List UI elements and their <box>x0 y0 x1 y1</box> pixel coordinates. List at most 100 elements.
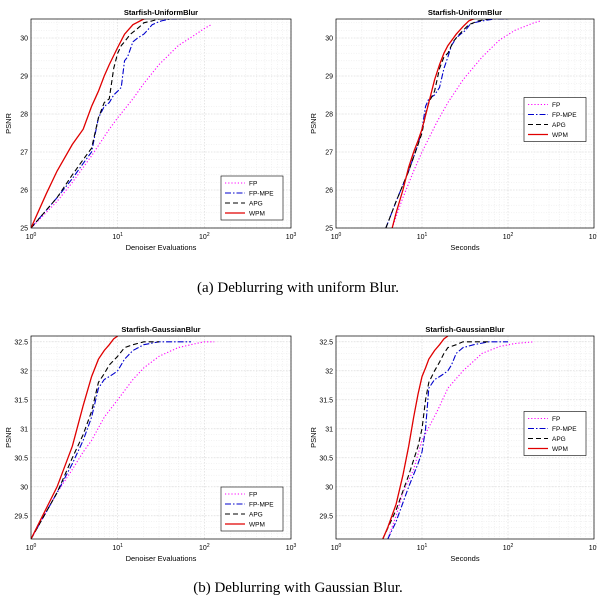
legend-label-wpm: WPM <box>249 211 265 218</box>
series-line-wpm <box>31 19 147 228</box>
y-tick-label: 26 <box>20 188 28 195</box>
chart-uniform-blur-seconds: 100 101 102 103 25 26 27 28 29 30 Starfish-Uniform… <box>309 8 597 252</box>
y-tick-label: 25 <box>325 226 333 233</box>
series-line-apg <box>385 19 493 228</box>
x-axis-label: Seconds <box>450 243 479 252</box>
y-axis-label: PSNR <box>309 113 318 134</box>
y-axis-label: PSNR <box>4 113 13 134</box>
axes-frame <box>335 18 595 229</box>
x-tick-label: 101 <box>417 232 428 241</box>
y-tick-label: 31 <box>325 426 333 433</box>
x-axis-label: Denoiser Evaluations <box>126 554 197 563</box>
x-tick-label: 101 <box>417 543 428 552</box>
legend-label-fp: FP <box>552 102 560 109</box>
axes-frame <box>30 335 292 540</box>
chart-uniform-blur-evaluations: 100 101 102 103 25 26 27 28 29 30 Starfish-Uniform… <box>4 8 297 252</box>
legend-label-wpm: WPM <box>249 522 265 529</box>
series-line-fp-mpe <box>31 341 191 539</box>
series-line-apg <box>382 341 489 539</box>
y-tick-label: 30 <box>325 36 333 43</box>
legend-label-fp: FP <box>249 181 257 188</box>
y-tick-label: 25 <box>20 226 28 233</box>
legend: FP FP-MPE APG WPM <box>220 486 284 532</box>
y-axis-label: PSNR <box>4 427 13 448</box>
y-tick-label: 30 <box>20 484 28 491</box>
legend-label-fp: FP <box>552 416 560 423</box>
x-tick-label: 100 <box>26 232 37 241</box>
legend-label-apg: APG <box>249 201 263 208</box>
series-line-wpm <box>382 336 449 539</box>
chart-title: Starfish-GaussianBlur <box>425 325 504 334</box>
legend-label-apg: APG <box>552 122 566 129</box>
x-tick-label: 103 <box>589 232 597 241</box>
chart-title: Starfish-UniformBlur <box>428 8 502 17</box>
x-tick-label: 100 <box>331 543 342 552</box>
chart-gaussian-blur-evaluations: 100 101 102 103 29.5 30 30.5 31 31.5 32 32.5 Starfi… <box>4 325 297 563</box>
y-tick-label: 29 <box>325 74 333 81</box>
y-tick-label: 30.5 <box>319 455 333 462</box>
y-tick-label: 28 <box>325 112 333 119</box>
y-tick-label: 30 <box>325 484 333 491</box>
legend: FP FP-MPE APG WPM <box>523 411 587 456</box>
y-tick-label: 27 <box>325 150 333 157</box>
caption-b: (b) Deblurring with Gaussian Blur. <box>193 580 403 596</box>
series-line-fp <box>31 341 215 539</box>
x-tick-label: 103 <box>589 543 597 552</box>
x-tick-label: 101 <box>112 232 123 241</box>
series-line-wpm <box>31 336 119 539</box>
y-tick-label: 31.5 <box>319 397 333 404</box>
y-axis-label: PSNR <box>309 427 318 448</box>
legend-label-fp: FP <box>249 492 257 499</box>
chart-title: Starfish-GaussianBlur <box>121 325 200 334</box>
legend: FP FP-MPE APG WPM <box>220 175 284 221</box>
y-tick-label: 29.5 <box>319 513 333 520</box>
x-tick-label: 102 <box>503 232 514 241</box>
y-tick-label: 28 <box>20 112 28 119</box>
x-axis-label: Denoiser Evaluations <box>126 243 197 252</box>
legend-label-wpm: WPM <box>552 132 568 139</box>
legend-label-apg: APG <box>249 512 263 519</box>
chart-gaussian-blur-seconds: 100 101 102 103 29.5 30 30.5 31 31.5 32 32.5 Starfi… <box>309 325 597 563</box>
legend-label-fp-mpe: FP-MPE <box>552 112 577 119</box>
x-axis-label: Seconds <box>450 554 479 563</box>
caption-a: (a) Deblurring with uniform Blur. <box>197 280 399 296</box>
legend-label-fp-mpe: FP-MPE <box>249 191 274 198</box>
x-tick-label: 102 <box>503 543 514 552</box>
series-line-fp <box>391 20 541 228</box>
y-tick-label: 31 <box>20 426 28 433</box>
legend-label-wpm: WPM <box>552 446 568 453</box>
y-tick-label: 32 <box>20 368 28 375</box>
x-tick-label: 103 <box>286 232 297 241</box>
y-tick-label: 31.5 <box>14 397 28 404</box>
series-line-fp <box>31 24 212 228</box>
chart-title: Starfish-UniformBlur <box>124 8 198 17</box>
series-line-apg <box>31 19 170 228</box>
axes-frame <box>30 18 292 229</box>
legend-label-apg: APG <box>552 436 566 443</box>
y-tick-label: 30.5 <box>14 455 28 462</box>
series-line-wpm <box>391 19 476 228</box>
x-tick-label: 102 <box>199 232 210 241</box>
legend-label-fp-mpe: FP-MPE <box>249 502 274 509</box>
axes-frame <box>335 335 595 540</box>
y-tick-label: 29 <box>20 74 28 81</box>
y-tick-label: 29.5 <box>14 513 28 520</box>
y-tick-label: 32 <box>325 368 333 375</box>
series-line-apg <box>31 341 160 539</box>
y-tick-label: 26 <box>325 188 333 195</box>
y-tick-label: 27 <box>20 150 28 157</box>
legend-box <box>220 175 284 221</box>
x-tick-label: 102 <box>199 543 210 552</box>
series-line-fp-mpe <box>387 341 508 539</box>
x-tick-label: 103 <box>286 543 297 552</box>
legend: FP FP-MPE APG WPM <box>523 97 587 142</box>
legend-label-fp-mpe: FP-MPE <box>552 426 577 433</box>
y-tick-label: 32.5 <box>319 339 333 346</box>
x-tick-label: 101 <box>112 543 123 552</box>
y-tick-label: 32.5 <box>14 339 28 346</box>
series-line-fp-mpe <box>31 19 186 228</box>
x-tick-label: 100 <box>331 232 342 241</box>
y-tick-label: 30 <box>20 36 28 43</box>
x-tick-label: 100 <box>26 543 37 552</box>
